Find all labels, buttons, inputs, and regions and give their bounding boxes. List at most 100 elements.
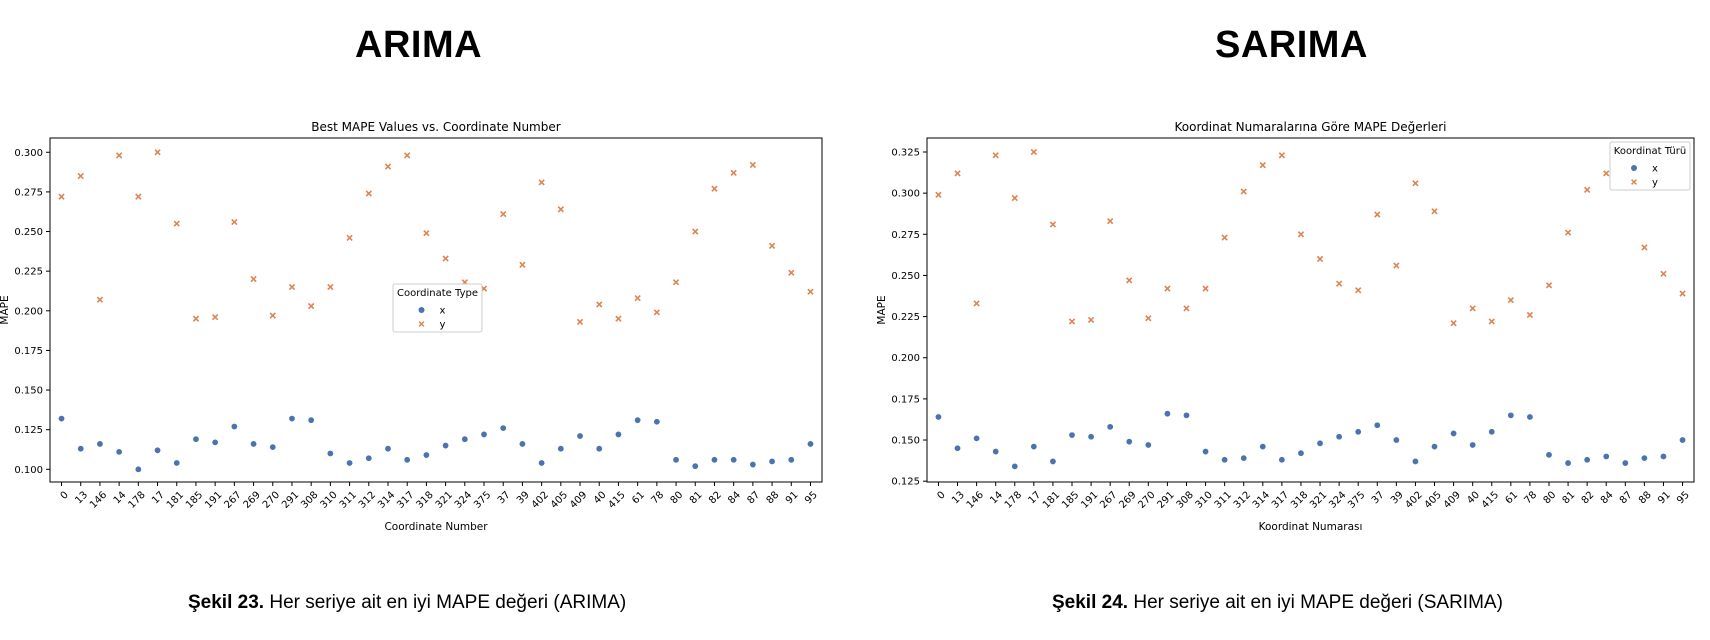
data-point-x — [1087, 433, 1095, 441]
data-point-y — [135, 193, 142, 200]
arima-heading: ARIMA — [355, 24, 483, 66]
data-point-y — [1297, 231, 1305, 238]
data-point-y — [1603, 170, 1610, 177]
data-point-y — [1049, 221, 1057, 228]
data-point-y — [404, 152, 411, 159]
x-tick-label: 178 — [1003, 490, 1024, 511]
y-tick-label: 0.250 — [891, 271, 920, 282]
data-point-y — [973, 300, 980, 307]
x-tick-label: 82 — [707, 490, 724, 507]
x-tick-label: 267 — [222, 490, 243, 511]
data-point-x — [422, 451, 430, 459]
x-tick-label: 95 — [1675, 490, 1692, 507]
data-point-y — [173, 220, 180, 227]
data-point-x — [77, 445, 85, 453]
sarima-heading: SARIMA — [1215, 24, 1368, 66]
data-point-y — [1316, 255, 1324, 263]
y-tick-label: 0.250 — [14, 227, 43, 238]
y-tick-label: 0.275 — [891, 230, 920, 241]
y-tick-label: 0.300 — [14, 148, 43, 159]
x-tick-label: 311 — [1213, 490, 1234, 511]
data-point-y — [1507, 296, 1515, 304]
data-point-x — [1011, 462, 1019, 470]
data-point-y — [327, 283, 334, 291]
y-tick-label: 0.225 — [891, 312, 920, 323]
y-tick-label: 0.175 — [891, 394, 920, 405]
x-tick-label: 146 — [965, 490, 986, 511]
legend-box — [1609, 141, 1691, 191]
x-tick-label: 84 — [726, 490, 743, 507]
data-point-x — [1392, 436, 1400, 444]
data-point-x — [992, 448, 1000, 456]
x-tick-label: 191 — [1079, 490, 1100, 511]
x-tick-label: 405 — [1423, 490, 1444, 511]
data-point-y — [692, 228, 699, 235]
x-tick-label: 375 — [472, 490, 493, 511]
y-tick-label: 0.300 — [891, 189, 920, 200]
data-point-y — [1202, 285, 1209, 292]
x-tick-label: 308 — [299, 490, 320, 511]
data-point-x — [1163, 410, 1171, 418]
x-tick-label: 375 — [1346, 490, 1367, 511]
legend-label-y: y — [1652, 178, 1658, 189]
data-point-x — [1469, 441, 1477, 449]
chart-title: Best MAPE Values vs. Coordinate Number — [311, 120, 560, 134]
data-point-y — [1335, 280, 1343, 287]
data-point-x — [1202, 448, 1210, 456]
data-point-x — [538, 459, 546, 467]
data-point-x — [1068, 431, 1076, 439]
y-axis-label: MAPE — [0, 295, 11, 324]
x-tick-label: 185 — [184, 490, 205, 511]
arima-chart: Best MAPE Values vs. Coordinate Number 0.… — [0, 120, 823, 533]
data-point-y — [346, 234, 353, 242]
data-point-x — [1507, 411, 1515, 419]
x-tick-label: 269 — [1117, 490, 1138, 511]
x-tick-label: 409 — [1442, 490, 1463, 511]
data-point-y — [1431, 208, 1438, 215]
data-point-x — [518, 440, 526, 448]
data-point-x — [1144, 441, 1152, 449]
data-point-x — [1030, 443, 1038, 451]
data-point-x — [1564, 459, 1572, 467]
data-point-x — [653, 418, 661, 426]
x-tick-label: 310 — [1194, 490, 1215, 511]
data-point-x — [576, 432, 584, 440]
x-tick-label: 0 — [59, 490, 71, 502]
x-axis-label: Koordinat Numarası — [1259, 521, 1363, 533]
data-point-y — [269, 312, 276, 319]
legend-label-x: x — [440, 306, 446, 317]
x-tick-label: 270 — [1136, 490, 1157, 511]
x-tick-label: 324 — [1327, 490, 1348, 511]
data-point-y — [749, 161, 757, 169]
data-point-y — [576, 318, 584, 326]
data-point-y — [500, 210, 507, 218]
data-point-x — [1297, 449, 1305, 457]
data-point-y — [672, 279, 680, 286]
data-point-x — [1431, 443, 1439, 451]
x-tick-label: 318 — [1289, 490, 1310, 511]
x-tick-label: 318 — [414, 490, 435, 511]
x-tick-label: 87 — [745, 490, 762, 507]
y-tick-label: 0.200 — [14, 306, 43, 317]
data-point-y — [423, 229, 430, 237]
x-tick-label: 181 — [1041, 490, 1062, 511]
data-point-y — [365, 190, 372, 197]
x-tick-label: 95 — [803, 490, 820, 507]
x-tick-label: 80 — [669, 490, 686, 507]
x-tick-label: 84 — [1599, 490, 1616, 507]
data-point-x — [1526, 413, 1534, 421]
data-point-y — [250, 275, 257, 283]
data-point-x — [1354, 428, 1362, 436]
data-point-x — [326, 449, 334, 457]
x-tick-label: 87 — [1618, 490, 1635, 507]
data-point-y — [1393, 262, 1400, 269]
data-point-x — [211, 438, 219, 446]
data-point-x — [1221, 456, 1229, 464]
y-tick-label: 0.150 — [891, 436, 920, 447]
x-tick-label: 321 — [434, 490, 455, 511]
data-point-x — [672, 456, 680, 464]
data-point-x — [403, 456, 411, 464]
x-tick-label: 415 — [607, 490, 628, 511]
data-point-x — [250, 440, 258, 448]
legend-marker-x — [418, 307, 425, 313]
